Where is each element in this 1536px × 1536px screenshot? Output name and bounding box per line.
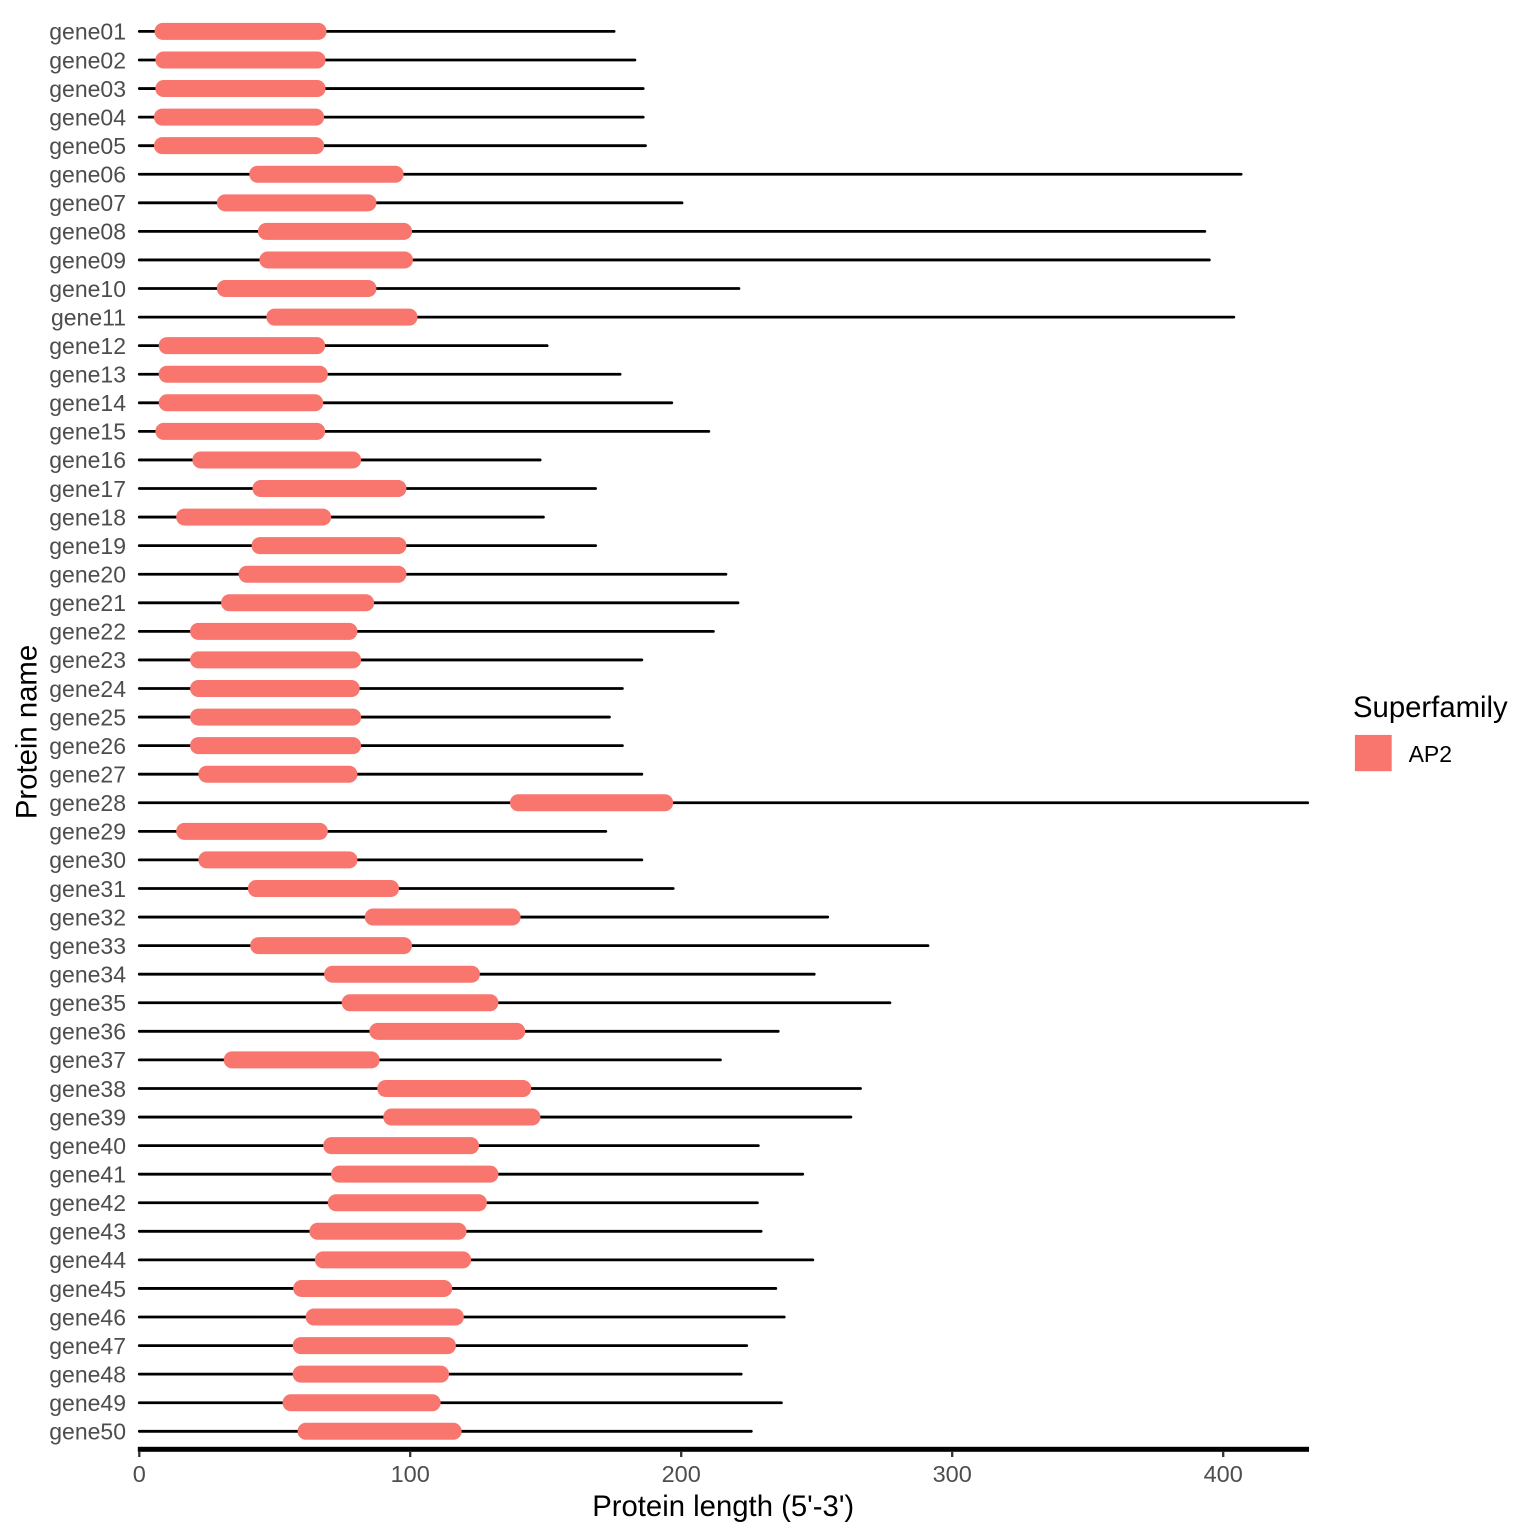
svg-text:AP2: AP2: [1409, 741, 1452, 767]
svg-text:gene09: gene09: [49, 247, 126, 273]
svg-text:gene42: gene42: [49, 1190, 126, 1216]
svg-text:gene10: gene10: [49, 276, 126, 302]
svg-text:300: 300: [933, 1461, 972, 1487]
svg-text:Superfamily: Superfamily: [1353, 691, 1508, 724]
svg-text:gene28: gene28: [49, 790, 126, 816]
svg-text:gene05: gene05: [49, 133, 126, 159]
svg-text:gene36: gene36: [49, 1019, 126, 1045]
svg-text:gene48: gene48: [49, 1362, 126, 1388]
svg-text:gene26: gene26: [49, 733, 126, 759]
svg-text:gene23: gene23: [49, 647, 126, 673]
svg-text:gene21: gene21: [49, 590, 126, 616]
svg-text:gene07: gene07: [49, 190, 126, 216]
svg-text:gene34: gene34: [49, 962, 126, 988]
svg-text:gene39: gene39: [49, 1104, 126, 1130]
svg-text:gene29: gene29: [49, 819, 126, 845]
svg-text:gene30: gene30: [49, 847, 126, 873]
svg-text:gene19: gene19: [49, 533, 126, 559]
svg-text:gene50: gene50: [49, 1419, 126, 1445]
svg-text:gene02: gene02: [49, 47, 126, 73]
svg-text:Protein length (5'-3'): Protein length (5'-3'): [592, 1490, 854, 1523]
svg-text:400: 400: [1204, 1461, 1243, 1487]
svg-text:gene11: gene11: [51, 304, 126, 330]
svg-text:gene31: gene31: [49, 876, 126, 902]
svg-text:gene45: gene45: [49, 1276, 126, 1302]
svg-text:gene14: gene14: [49, 390, 126, 416]
svg-text:gene03: gene03: [49, 76, 126, 102]
svg-text:gene38: gene38: [49, 1076, 126, 1102]
svg-text:gene12: gene12: [49, 333, 126, 359]
svg-text:gene17: gene17: [49, 476, 126, 502]
svg-text:gene43: gene43: [49, 1219, 126, 1245]
svg-text:gene44: gene44: [49, 1247, 126, 1273]
svg-text:gene41: gene41: [49, 1162, 126, 1188]
svg-text:0: 0: [133, 1461, 146, 1487]
svg-text:gene46: gene46: [49, 1304, 126, 1330]
svg-text:gene25: gene25: [49, 704, 126, 730]
svg-text:gene32: gene32: [49, 904, 126, 930]
svg-text:100: 100: [391, 1461, 430, 1487]
svg-text:gene13: gene13: [49, 362, 126, 388]
svg-text:gene06: gene06: [49, 162, 126, 188]
svg-text:gene20: gene20: [49, 562, 126, 588]
svg-text:gene04: gene04: [49, 104, 126, 130]
svg-text:gene18: gene18: [49, 504, 126, 530]
svg-text:gene22: gene22: [49, 619, 126, 645]
svg-text:200: 200: [662, 1461, 701, 1487]
svg-text:gene37: gene37: [49, 1047, 126, 1073]
svg-text:gene16: gene16: [49, 447, 126, 473]
svg-text:gene01: gene01: [49, 19, 126, 45]
svg-text:gene35: gene35: [49, 990, 126, 1016]
svg-text:gene47: gene47: [49, 1333, 126, 1359]
svg-text:gene40: gene40: [49, 1133, 126, 1159]
svg-text:gene49: gene49: [49, 1390, 126, 1416]
svg-text:gene33: gene33: [49, 933, 126, 959]
svg-text:gene08: gene08: [49, 219, 126, 245]
svg-text:Protein name: Protein name: [11, 645, 44, 819]
svg-text:gene15: gene15: [49, 419, 126, 445]
svg-text:gene24: gene24: [49, 676, 126, 702]
svg-text:gene27: gene27: [49, 762, 126, 788]
